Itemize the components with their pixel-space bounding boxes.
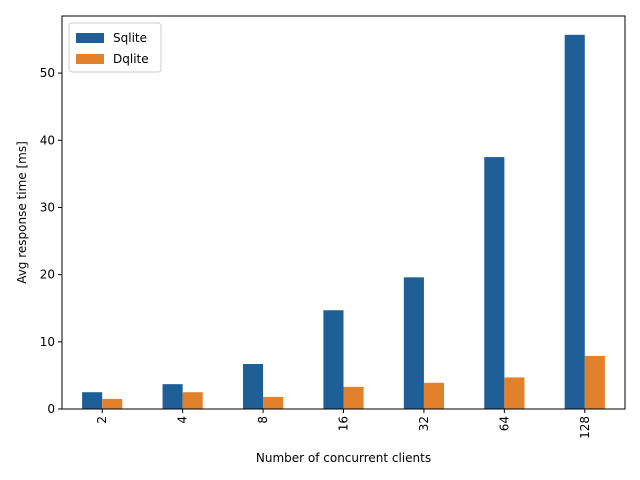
legend-label-dqlite: Dqlite xyxy=(113,52,149,66)
bar-dqlite-64 xyxy=(504,377,525,409)
bar-dqlite-16 xyxy=(343,386,364,409)
bar-sqlite-2 xyxy=(82,392,103,409)
x-tick-label: 64 xyxy=(497,416,511,431)
bar-sqlite-32 xyxy=(403,277,424,409)
bar-sqlite-64 xyxy=(484,157,505,409)
y-tick-label: 40 xyxy=(40,133,55,147)
bars-layer xyxy=(82,34,605,410)
legend-swatch-dqlite xyxy=(76,54,104,64)
bar-dqlite-2 xyxy=(102,398,123,409)
x-tick-label: 4 xyxy=(176,416,190,424)
bar-sqlite-4 xyxy=(162,384,183,409)
bar-dqlite-128 xyxy=(584,355,605,409)
x-tick-label: 32 xyxy=(417,416,431,431)
x-tick-label: 8 xyxy=(256,416,270,424)
y-tick-label: 30 xyxy=(40,200,55,214)
y-tick-label: 0 xyxy=(47,402,55,416)
y-tick-label: 20 xyxy=(40,268,55,282)
x-tick-label: 16 xyxy=(337,416,351,431)
y-axis-label: Avg response time [ms] xyxy=(15,141,29,284)
y-tick-label: 50 xyxy=(40,66,55,80)
bar-sqlite-8 xyxy=(242,363,264,409)
bar-sqlite-16 xyxy=(323,310,344,409)
bar-sqlite-128 xyxy=(564,34,585,410)
x-tick-label: 2 xyxy=(95,416,109,424)
x-axis-label: Number of concurrent clients xyxy=(256,451,431,465)
legend: Sqlite Dqlite xyxy=(68,22,162,73)
x-axis-ticks: 2 4 8 16 32 64 128 xyxy=(95,409,592,439)
bar-dqlite-8 xyxy=(263,396,284,409)
x-tick-label: 128 xyxy=(578,416,592,439)
legend-label-sqlite: Sqlite xyxy=(113,31,147,45)
bar-dqlite-4 xyxy=(182,392,203,409)
bar-dqlite-32 xyxy=(423,382,445,409)
y-axis-ticks: 0 10 20 30 40 50 xyxy=(40,66,62,416)
legend-swatch-sqlite xyxy=(76,33,104,43)
plot-frame xyxy=(61,15,626,410)
y-tick-label: 10 xyxy=(40,335,55,349)
